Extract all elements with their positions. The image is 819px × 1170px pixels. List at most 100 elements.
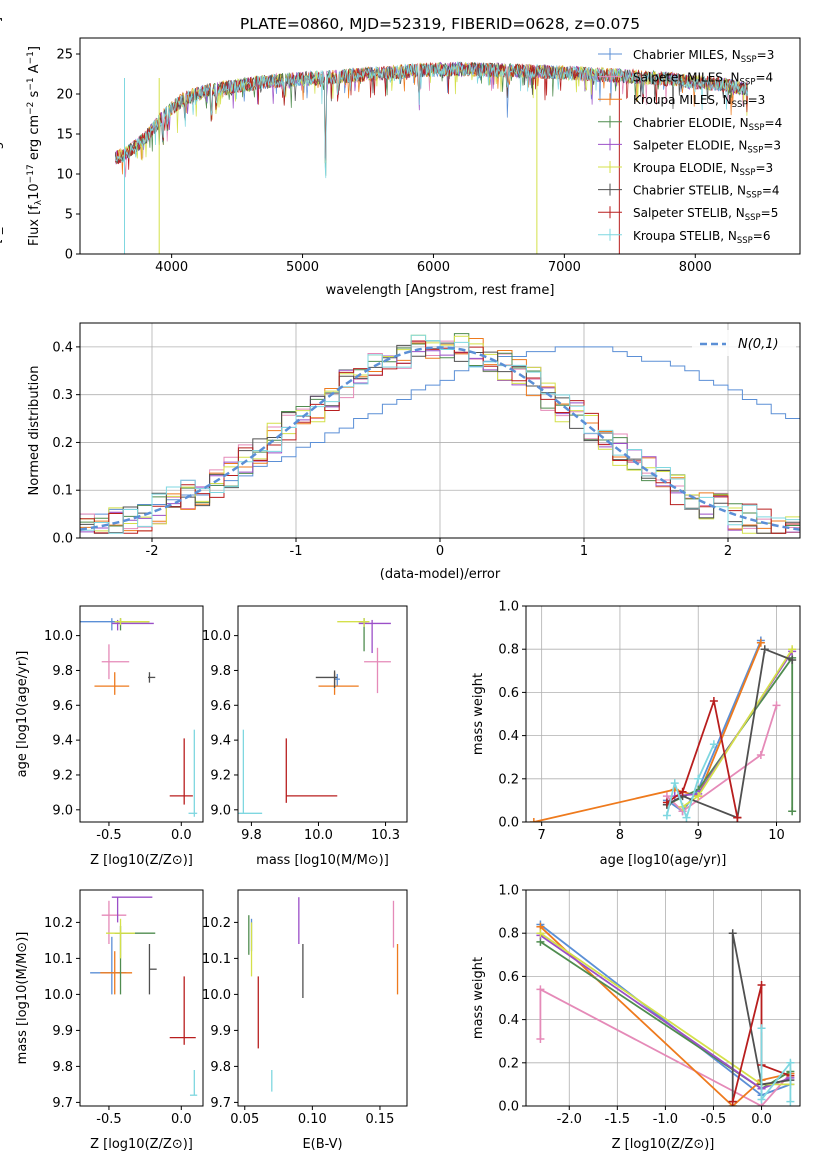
- residuals-xtick-label: -2: [146, 544, 159, 559]
- spectrum-ytick-label: 5: [65, 208, 73, 223]
- weight_vs_age-line-salpeter-stelib: [666, 697, 739, 818]
- mass_vs_ebv-xlabel: E(B-V): [302, 1137, 342, 1152]
- spectrum-ytick-label: 20: [56, 88, 73, 103]
- mass_vs_z-xtick-label: -0.5: [96, 1112, 121, 1127]
- weight_vs_age-axes: 7 8 9 10 0.0 0.2 0.4 0.6 0.8 1.0: [498, 600, 800, 843]
- weight_vs_age-ytick-label: 0.4: [498, 729, 519, 744]
- weight_vs_age-ytick-label: 0.2: [498, 772, 519, 787]
- weight_vs_z-xtick-label: -1.0: [653, 1112, 678, 1127]
- residuals-xtick-label: 2: [724, 544, 732, 559]
- age_vs_z-ylabel: age [log10(age/yr)]: [15, 651, 30, 778]
- spectrum-plot: [114, 60, 748, 254]
- weight_vs_age-line-kroupa-miles: [533, 642, 762, 822]
- weight_vs_age-ytick-label: 0.0: [498, 816, 519, 831]
- weight_vs_age-xlabel: age [log10(age/yr)]: [600, 853, 727, 868]
- residuals-xtick-label: 1: [580, 544, 588, 559]
- age_vs_mass-ytick-label: 9.4: [210, 734, 231, 749]
- weight_vs_z-xtick-label: 0.0: [751, 1112, 772, 1127]
- age_vs_mass-ytick-label: 10.0: [202, 629, 231, 644]
- weight_vs_age-marker-kroupa-stelib: [709, 740, 718, 749]
- weight_vs_z-marker-salpeter-miles: [536, 985, 545, 994]
- age_vs_mass-axes: 9.8 10.0 10.3 9.0 9.2 9.4 9.6 9.8 10.0: [202, 629, 400, 843]
- spectrum-ytick-label: 25: [56, 48, 73, 63]
- age_vs_z-frame: [79, 605, 204, 823]
- mass_vs_z-ytick-label: 10.1: [44, 952, 73, 967]
- legend-label-kroupa-miles: Kroupa MILES, NSSP=3: [633, 93, 765, 110]
- mass_vs_ebv-plot: [248, 897, 399, 1092]
- weight_vs_age-marker-kroupa-stelib: [682, 813, 691, 822]
- age_vs_z-ytick-label: 9.2: [52, 768, 73, 783]
- age_vs_z-xlabel: Z [log10(Z/Z⊙)]: [90, 853, 193, 868]
- weight_vs_z-marker-salpeter-stelib: [757, 981, 766, 990]
- mass_vs_ebv-xtick-label: 0.10: [298, 1112, 327, 1127]
- weight_vs_z-marker-chabrier-stelib: [728, 929, 737, 938]
- spectrum-line-kroupa-stelib: [114, 60, 748, 179]
- hist-chabrier-stelib: [80, 342, 800, 538]
- spectrum-legend: Chabrier MILES, NSSP=3 Salpeter MILES, NS…: [598, 48, 782, 246]
- spectrum-ytick-label: 10: [56, 168, 73, 183]
- mass_vs_ebv-xtick-label: 0.05: [230, 1112, 259, 1127]
- legend-label-kroupa-elodie: Kroupa ELODIE, NSSP=3: [633, 161, 773, 178]
- mass_vs_z-xtick-label: 0.0: [171, 1112, 192, 1127]
- weight_vs_age-marker-salpeter-miles: [772, 701, 781, 710]
- weight_vs_age-marker-salpeter-stelib: [733, 813, 742, 822]
- spectrum-ytick-label: 0: [65, 248, 73, 263]
- mass_vs_z-frame: [79, 889, 204, 1107]
- legend-label-chabrier-miles: Chabrier MILES, NSSP=3: [633, 48, 774, 65]
- weight_vs_age-marker-kroupa-stelib: [662, 811, 671, 820]
- age_vs_mass-xtick-label: 10.0: [304, 828, 333, 843]
- spectrum-xtick-label: 5000: [286, 260, 319, 275]
- spectrum-xtick-label: 6000: [417, 260, 450, 275]
- weight_vs_z-line-kroupa-stelib: [760, 1028, 792, 1103]
- age_vs_z-ytick-label: 9.0: [52, 803, 73, 818]
- mass_vs_ebv-axes: 0.05 0.10 0.15 9.7 9.8 9.9 10.0 10.1 10.2: [202, 916, 394, 1127]
- residuals-ytick-label: 0.1: [52, 484, 73, 499]
- age_vs_z-ytick-label: 9.6: [52, 699, 73, 714]
- weight_vs_z-marker-kroupa-stelib: [786, 1097, 795, 1106]
- mass_vs_z-ytick-label: 9.8: [52, 1060, 73, 1075]
- weight_vs_z-marker-salpeter-miles: [536, 1035, 545, 1044]
- spectrum-ylabel: Flux [f_λ 10^-17 erg cm^-2 s^-1 A^-1]: [0, 17, 4, 275]
- weight_vs_z-ytick-label: 0.0: [498, 1100, 519, 1115]
- mass_vs_ebv-ytick-label: 9.7: [210, 1096, 231, 1111]
- weight_vs_age-marker-salpeter-stelib: [678, 787, 687, 796]
- mass_vs_ebv-frame: [237, 889, 408, 1107]
- residuals-xlabel: (data-model)/error: [380, 567, 501, 582]
- weight_vs_z-marker-kroupa-stelib: [757, 1095, 766, 1104]
- weight_vs_age-line-salpeter-miles: [666, 705, 778, 813]
- weight_vs_age-marker-kroupa-elodie: [694, 792, 703, 801]
- weight_vs_age-xtick-label: 7: [538, 828, 546, 843]
- figure-title: PLATE=0860, MJD=52319, FIBERID=0628, z=0…: [240, 15, 640, 33]
- residuals-ytick-label: 0.2: [52, 436, 73, 451]
- weight_vs_age-marker-chabrier-stelib: [760, 645, 769, 654]
- mass_vs_z-xlabel: Z [log10(Z/Z⊙)]: [90, 1137, 193, 1152]
- mass_vs_z-plot: [90, 896, 198, 1096]
- weight_vs_z-line-kroupa-miles: [539, 926, 791, 1106]
- residuals-ylabel: Normed distribution: [27, 366, 42, 496]
- age_vs_mass-xtick-label: 10.3: [371, 828, 400, 843]
- age_vs_mass-plot: [238, 618, 391, 814]
- age_vs_mass-ytick-label: 9.6: [210, 699, 231, 714]
- weight_vs_age-ytick-label: 1.0: [498, 600, 519, 615]
- spectrum-frame: [79, 37, 801, 255]
- age_vs_z-ytick-label: 9.4: [52, 734, 73, 749]
- weight_vs_age-marker-kroupa-elodie: [788, 645, 797, 654]
- legend-label-salpeter-miles: Salpeter MILES, NSSP=4: [633, 71, 773, 88]
- mass_vs_ebv-xtick-label: 0.15: [365, 1112, 394, 1127]
- spectrum-xtick-label: 4000: [155, 260, 188, 275]
- weight_vs_z-marker-kroupa-stelib: [786, 1058, 795, 1067]
- residuals-plot: [80, 333, 800, 538]
- weight_vs_age-marker-kroupa-miles: [756, 638, 765, 647]
- mass_vs_z-ylabel: mass [log10(M/M⊙)]: [15, 932, 30, 1065]
- weight_vs_z-ylabel: mass weight: [471, 957, 486, 1039]
- weight_vs_age-marker-kroupa-miles: [529, 818, 538, 822]
- legend-label-salpeter-elodie: Salpeter ELODIE, NSSP=3: [633, 138, 781, 155]
- weight_vs_age-xtick-label: 10: [768, 828, 785, 843]
- weight_vs_z-frame: [525, 889, 801, 1107]
- spectrum-axes: 4000 5000 6000 7000 8000 0 5 10 15 20 25: [56, 48, 711, 276]
- spectrum-xlabel: wavelength [Angstrom, rest frame]: [326, 283, 555, 298]
- age_vs_mass-frame: [237, 605, 408, 823]
- weight_vs_z-xtick-label: -1.5: [605, 1112, 630, 1127]
- gaussian-curve: [80, 346, 800, 531]
